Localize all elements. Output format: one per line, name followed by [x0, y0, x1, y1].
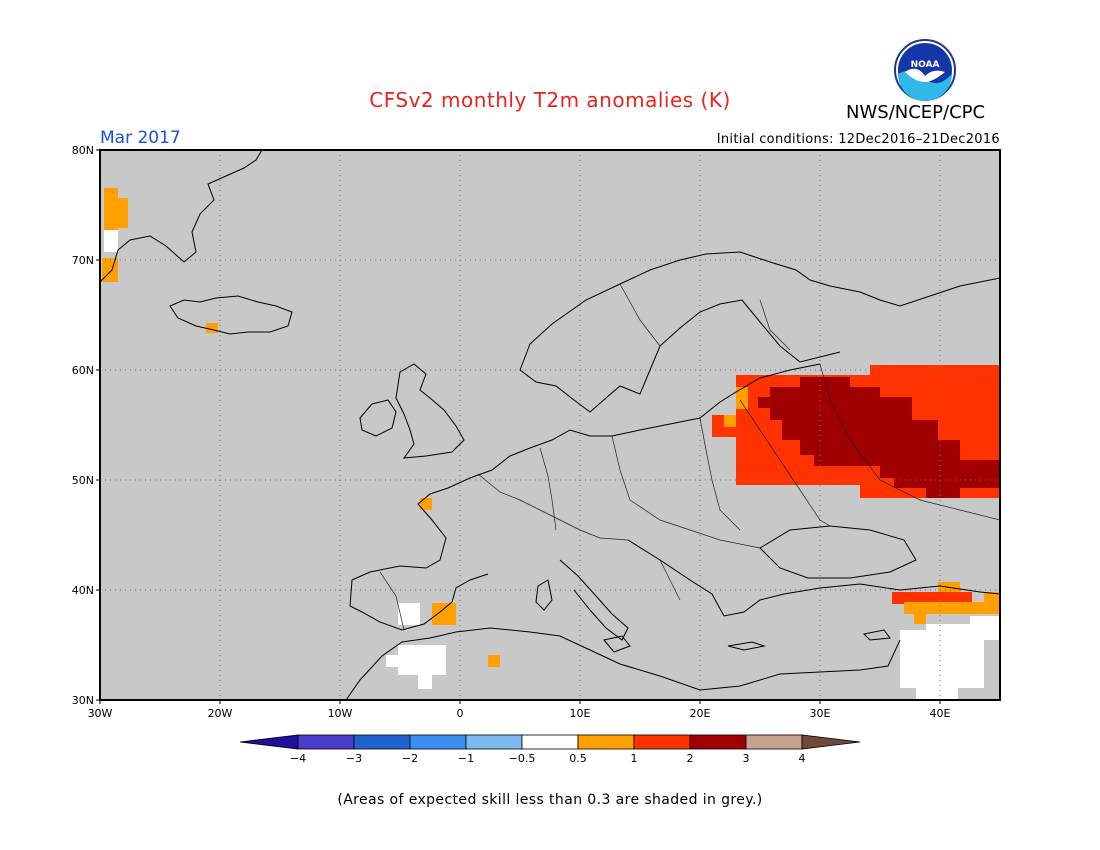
colorbar-swatch: [521, 734, 579, 750]
colorbar-swatch: [465, 734, 523, 750]
colorbar-labels: −4 −3 −2 −1 −0.5 0.5 1 2 3 4: [290, 752, 806, 765]
colorbar-label: −0.5: [509, 752, 536, 765]
colorbar-swatch: [745, 734, 803, 750]
colorbar-arrow-high: [801, 734, 861, 750]
colorbar-swatch: [297, 734, 355, 750]
lon-label: 30E: [810, 707, 831, 720]
colorbar-label: 0.5: [569, 752, 587, 765]
lat-label: 70N: [72, 254, 94, 267]
lat-axis: 80N 70N 60N 50N 40N 30N: [72, 144, 94, 707]
lat-label: 50N: [72, 474, 94, 487]
colorbar-swatch: [409, 734, 467, 750]
colorbar-swatch: [633, 734, 691, 750]
lat-label: 60N: [72, 364, 94, 377]
colorbar-label: 4: [799, 752, 806, 765]
country-borders: [379, 283, 1000, 631]
colorbar-label: −1: [458, 752, 474, 765]
noaa-logo-text: NOAA: [911, 60, 940, 70]
colorbar-swatch: [577, 734, 635, 750]
colorbar: −4 −3 −2 −1 −0.5 0.5 1 2 3 4: [239, 734, 861, 765]
lat-label: 80N: [72, 144, 94, 157]
colorbar-label: 2: [687, 752, 694, 765]
anomaly-map: 80N 70N 60N 50N 40N 30N 30W 20W 10W 0 10…: [72, 144, 1001, 720]
forecast-month: Mar 2017: [100, 128, 181, 148]
colorbar-swatches: [239, 734, 861, 750]
colorbar-swatch: [353, 734, 411, 750]
anomaly-shading: [102, 188, 1000, 700]
lon-axis: 30W 20W 10W 0 10E 20E 30E 40E: [88, 707, 951, 720]
colorbar-label: 3: [743, 752, 750, 765]
coastlines: [100, 150, 1000, 700]
colorbar-label: −2: [402, 752, 418, 765]
lon-label: 0: [457, 707, 464, 720]
noaa-logo: NOAA: [894, 39, 956, 101]
colorbar-label: −3: [346, 752, 362, 765]
map-title: CFSv2 monthly T2m anomalies (K): [369, 88, 731, 112]
colorbar-label: −4: [290, 752, 306, 765]
lon-label: 10E: [570, 707, 591, 720]
lat-label: 40N: [72, 584, 94, 597]
lon-label: 10W: [328, 707, 353, 720]
agency-label: NWS/NCEP/CPC: [846, 102, 986, 123]
colorbar-arrow-low: [239, 734, 299, 750]
lat-label: 30N: [72, 694, 94, 707]
graticule: [100, 150, 1000, 700]
colorbar-swatch: [689, 734, 747, 750]
lon-label: 40E: [930, 707, 951, 720]
colorbar-label: 1: [631, 752, 638, 765]
initial-conditions: Initial conditions: 12Dec2016–21Dec2016: [716, 132, 1000, 147]
lon-label: 20E: [690, 707, 711, 720]
map-frame: [99, 149, 1001, 701]
lon-label: 20W: [208, 707, 233, 720]
skill-note: (Areas of expected skill less than 0.3 a…: [337, 792, 763, 808]
lon-label: 30W: [88, 707, 113, 720]
